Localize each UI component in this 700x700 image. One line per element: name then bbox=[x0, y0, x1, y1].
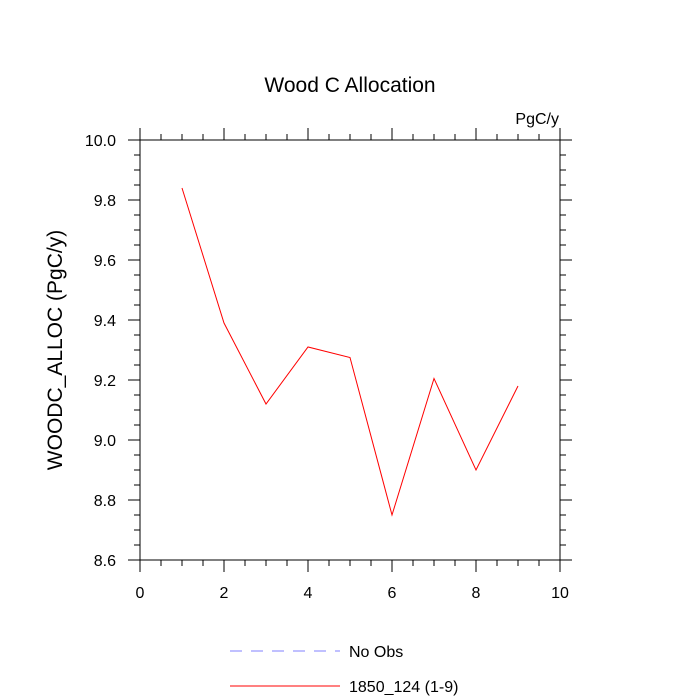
plot-frame bbox=[139, 139, 561, 561]
chart-title: Wood C Allocation bbox=[264, 74, 435, 97]
y-tick-label: 9.4 bbox=[94, 313, 116, 330]
x-tick-label: 0 bbox=[136, 585, 145, 602]
legend-label: No Obs bbox=[349, 644, 403, 661]
y-tick-label: 9.0 bbox=[94, 433, 116, 450]
y-tick-label: 10.0 bbox=[85, 133, 116, 150]
legend-label: 1850_124 (1-9) bbox=[349, 679, 458, 696]
y-tick-label: 9.2 bbox=[94, 373, 116, 390]
x-tick-label: 10 bbox=[551, 585, 569, 602]
y-tick-label: 9.8 bbox=[94, 193, 116, 210]
x-tick-label: 4 bbox=[304, 585, 313, 602]
plot-area: 0 2 4 6 8 10 8.6 8.8 9.0 9.2 9.4 9.6 9.8 10.0 bbox=[85, 128, 572, 602]
y-tick-label: 9.6 bbox=[94, 253, 116, 270]
series-line bbox=[181, 187, 519, 517]
x-tick-label: 6 bbox=[388, 585, 397, 602]
units-label: PgC/y bbox=[515, 111, 559, 128]
x-tick-label: 2 bbox=[220, 585, 229, 602]
y-tick-label: 8.8 bbox=[94, 493, 116, 510]
y-axis-label: WOODC_ALLOC (PgC/y) bbox=[44, 230, 67, 470]
y-tick-label: 8.6 bbox=[94, 553, 116, 570]
legend: No Obs 1850_124 (1-9) bbox=[230, 644, 458, 696]
x-tick-label: 8 bbox=[472, 585, 481, 602]
